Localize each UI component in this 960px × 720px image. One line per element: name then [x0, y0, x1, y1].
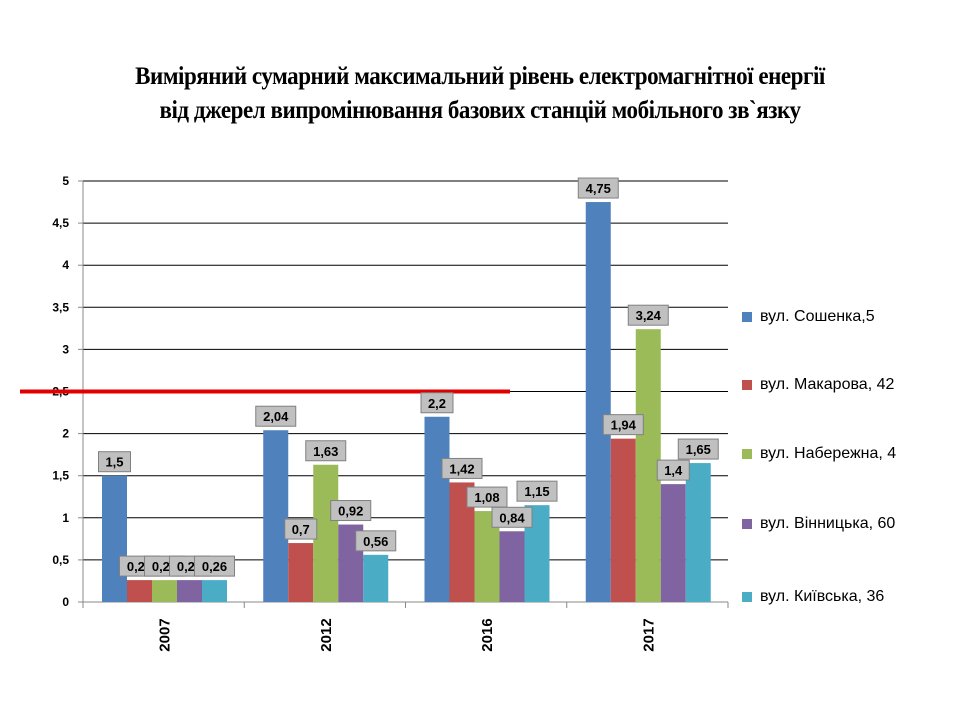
bar-2017-4 — [685, 463, 711, 602]
title-line-2: від джерел випромінювання базових станці… — [159, 97, 801, 124]
data-label: 3,24 — [636, 308, 662, 323]
x-tick-label: 2012 — [318, 618, 335, 651]
bar-2017-1 — [610, 438, 636, 602]
bar-2016-0 — [424, 416, 450, 602]
data-label-box — [441, 457, 483, 479]
y-tick-label: 1 — [62, 511, 69, 525]
data-label: 1,5 — [105, 455, 123, 470]
legend-label: вул. Набережна, 4 — [760, 445, 897, 462]
bar-2012-4 — [363, 554, 389, 602]
y-tick-label: 0,5 — [52, 553, 69, 567]
x-tick-label: 2007 — [157, 618, 174, 651]
data-label: 0,26 — [202, 559, 227, 574]
y-tick-label: 2 — [62, 427, 69, 441]
data-label: 0,92 — [338, 504, 363, 519]
data-label-box — [330, 500, 372, 522]
legend-item: вул. Макарова, 42 — [742, 376, 894, 394]
legend-label: вул. Макарова, 42 — [760, 376, 895, 393]
data-label: 1,42 — [449, 461, 474, 476]
data-label-box — [420, 392, 454, 414]
data-label: 1,08 — [474, 490, 499, 505]
data-label-box — [466, 486, 508, 508]
data-label: 1,4 — [664, 463, 683, 478]
data-label-box — [516, 480, 558, 502]
y-tick-label: 0 — [62, 595, 69, 609]
data-label: 2,04 — [263, 409, 289, 424]
data-label: 0,56 — [363, 534, 388, 549]
y-tick-label: 4 — [62, 258, 69, 272]
legend-item: вул. Набережна, 4 — [742, 445, 896, 463]
data-label-box — [677, 438, 719, 460]
legend-swatch — [742, 449, 752, 459]
data-label: 1,65 — [686, 442, 711, 457]
legend-label: вул. Київська, 36 — [760, 588, 885, 605]
legend-label: вул. Вінницька, 60 — [760, 515, 896, 532]
data-label: 1,63 — [313, 444, 338, 459]
y-tick-label: 1,5 — [52, 469, 69, 483]
bar-2007-1 — [127, 580, 152, 602]
title-line-1: Виміряний сумарний максимальний рівень е… — [135, 63, 825, 90]
legend-swatch — [742, 312, 752, 322]
data-label-box — [491, 506, 533, 528]
y-tick-label: 3,5 — [52, 300, 69, 314]
data-label-box — [255, 405, 297, 427]
bar-2007-0 — [102, 475, 127, 602]
data-label-box — [656, 459, 690, 481]
data-label-box — [194, 555, 235, 577]
y-tick-label: 4,5 — [52, 216, 69, 230]
data-label-box — [355, 530, 397, 552]
bar-2012-1 — [288, 543, 314, 602]
legend-swatch — [742, 519, 752, 529]
legend-swatch — [742, 592, 752, 602]
y-tick-label: 5 — [62, 174, 69, 188]
data-label-box — [305, 440, 347, 462]
data-label: 1,94 — [611, 418, 637, 433]
data-label: 2,2 — [428, 396, 446, 411]
bar-2016-3 — [499, 531, 525, 602]
chart-title: Виміряний сумарний максимальний рівень е… — [38, 60, 921, 128]
data-label-box — [602, 414, 644, 436]
data-label-box — [577, 177, 619, 199]
data-label: 0,84 — [499, 510, 525, 525]
legend-swatch — [742, 380, 752, 390]
x-tick-label: 2016 — [479, 618, 496, 651]
legend-item: вул. Сошенка,5 — [742, 308, 875, 326]
x-tick-label: 2017 — [640, 618, 657, 651]
y-tick-label: 3 — [62, 342, 69, 356]
bar-2017-3 — [660, 484, 686, 602]
data-label-box — [98, 451, 131, 473]
data-label-box — [627, 304, 669, 326]
data-label: 1,15 — [524, 484, 549, 499]
data-label: 4,75 — [586, 181, 611, 196]
legend-item: вул. Вінницька, 60 — [742, 515, 895, 533]
legend-label: вул. Сошенка,5 — [760, 308, 875, 325]
data-label-box — [284, 518, 318, 540]
bar-2017-0 — [585, 202, 611, 603]
bar-2007-4 — [202, 580, 227, 602]
legend-item: вул. Київська, 36 — [742, 588, 884, 606]
bar-2007-3 — [177, 580, 202, 602]
bar-2012-2 — [313, 464, 339, 602]
bar-2017-2 — [635, 329, 661, 602]
bar-2012-0 — [263, 430, 289, 602]
data-label: 0,7 — [292, 522, 310, 537]
bar-2007-2 — [152, 580, 177, 602]
